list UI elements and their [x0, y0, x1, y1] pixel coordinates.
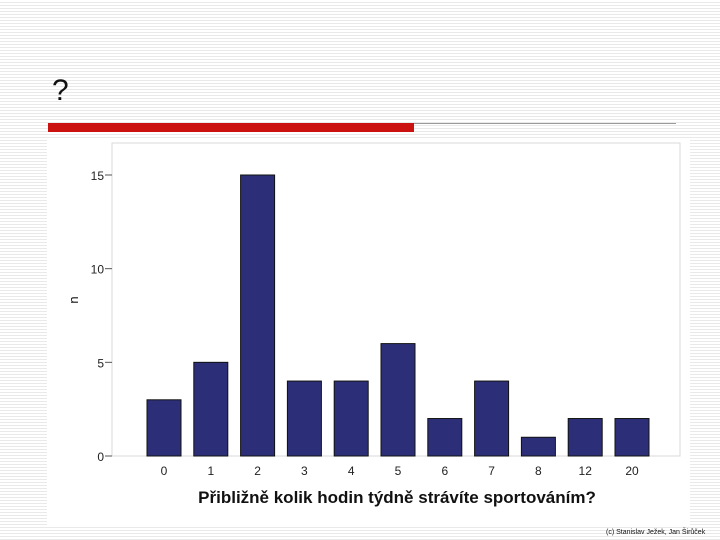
y-tick-label-15: 15 — [91, 169, 105, 183]
x-tick-label-4: 4 — [348, 464, 355, 478]
x-axis: 0 1 2 3 4 5 6 7 8 12 20 — [161, 464, 639, 478]
x-tick-label-20: 20 — [625, 464, 639, 478]
x-tick-label-8: 8 — [535, 464, 542, 478]
x-tick-label-12: 12 — [579, 464, 593, 478]
title-divider-line — [414, 123, 676, 124]
y-axis-title: n — [66, 296, 81, 303]
footer-copyright: (c) Stanislav Ježek, Jan Širůček — [606, 529, 706, 536]
title-accent-bar — [48, 123, 414, 132]
y-tick-label-10: 10 — [91, 263, 105, 277]
bar-12 — [567, 418, 603, 457]
bar-1 — [193, 361, 229, 457]
y-tick-label-5: 5 — [97, 356, 104, 370]
bar-6 — [427, 418, 463, 457]
y-tick-label-0: 0 — [97, 450, 104, 464]
bar-0 — [146, 399, 182, 457]
x-tick-label-1: 1 — [207, 464, 214, 478]
bar-5 — [380, 343, 416, 457]
y-axis: 0 5 10 15 — [91, 169, 112, 464]
x-tick-label-0: 0 — [161, 464, 168, 478]
bars — [146, 174, 650, 457]
x-tick-label-7: 7 — [488, 464, 495, 478]
bar-4 — [333, 380, 369, 457]
x-tick-label-2: 2 — [254, 464, 261, 478]
bar-8 — [520, 436, 556, 457]
x-tick-label-6: 6 — [441, 464, 448, 478]
x-tick-label-3: 3 — [301, 464, 308, 478]
bar-2 — [240, 174, 276, 457]
x-tick-label-5: 5 — [395, 464, 402, 478]
bar-3 — [286, 380, 322, 457]
slide-title: ? — [52, 74, 69, 107]
x-axis-title: Přibližně kolik hodin týdně strávíte spo… — [198, 488, 596, 507]
bar-20 — [614, 418, 650, 457]
bar-7 — [474, 380, 510, 457]
